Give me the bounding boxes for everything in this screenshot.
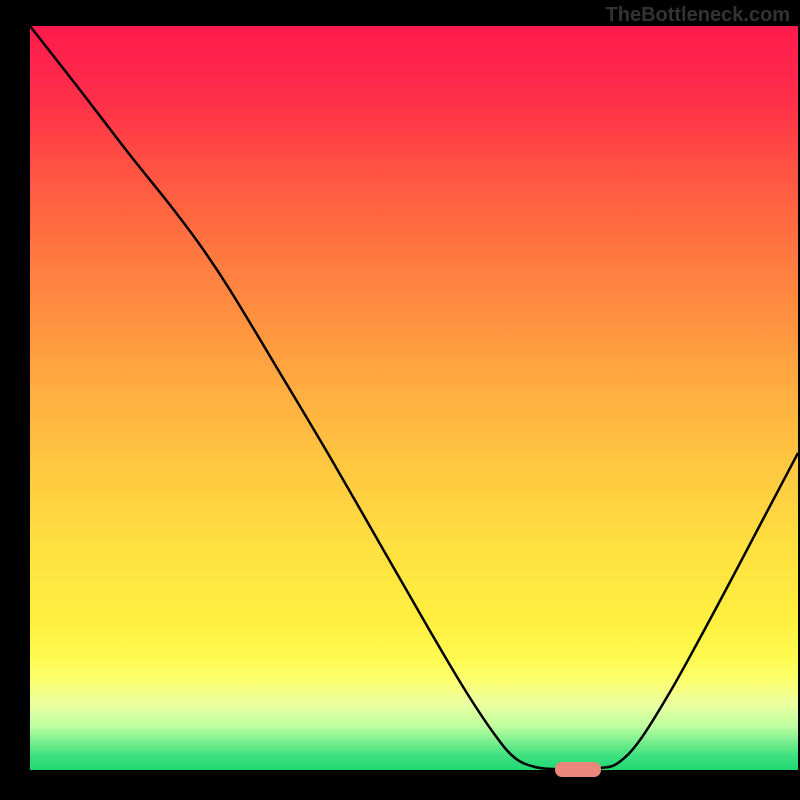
chart-background-gradient (30, 26, 798, 770)
bottleneck-curve-chart (0, 0, 800, 800)
chart-container: TheBottleneck.com (0, 0, 800, 800)
optimal-point-marker (555, 762, 601, 777)
watermark-label: TheBottleneck.com (606, 4, 790, 27)
